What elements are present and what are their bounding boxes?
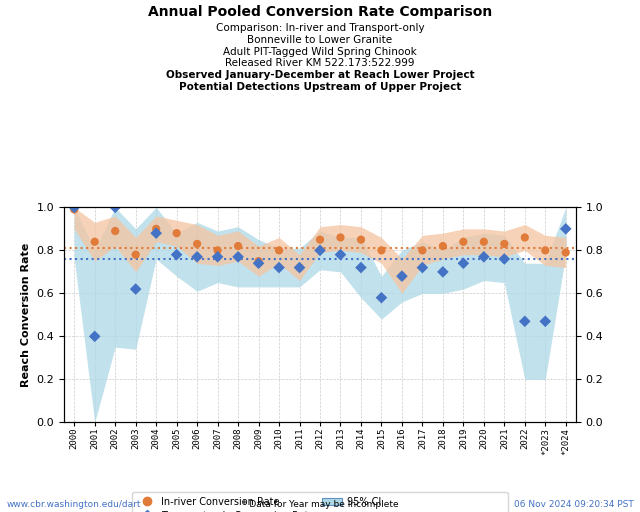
Point [253, 257, 264, 265]
Point [479, 238, 489, 246]
Point [561, 225, 571, 233]
Text: 06 Nov 2024 09:20:34 PST: 06 Nov 2024 09:20:34 PST [514, 500, 634, 509]
Point [110, 227, 120, 235]
Point [376, 246, 387, 254]
Text: * Data for Year may be Incomplete: * Data for Year may be Incomplete [242, 500, 398, 509]
Point [172, 229, 182, 237]
Point [253, 259, 264, 267]
Point [233, 242, 243, 250]
Point [458, 238, 468, 246]
Point [417, 264, 428, 272]
Point [192, 240, 202, 248]
Point [479, 253, 489, 261]
Point [151, 225, 161, 233]
Point [397, 272, 407, 280]
Point [438, 242, 448, 250]
Text: Released River KM 522.173:522.999: Released River KM 522.173:522.999 [225, 58, 415, 69]
Point [90, 332, 100, 340]
Point [212, 246, 223, 254]
Point [499, 255, 509, 263]
Point [90, 238, 100, 246]
Point [335, 250, 346, 259]
Point [69, 203, 79, 211]
Point [520, 317, 530, 326]
Point [520, 233, 530, 242]
Point [294, 264, 305, 272]
Y-axis label: Reach Conversion Rate: Reach Conversion Rate [21, 243, 31, 387]
Point [110, 203, 120, 211]
Point [376, 293, 387, 302]
Point [356, 264, 366, 272]
Point [561, 248, 571, 257]
Point [69, 205, 79, 214]
Point [540, 317, 550, 326]
Legend: In-river Conversion Rate, Transport-only Conversion Rate, 95% CI, 95% CI, In-riv: In-river Conversion Rate, Transport-only… [132, 492, 508, 512]
Point [315, 246, 325, 254]
Point [356, 236, 366, 244]
Point [274, 246, 284, 254]
Point [397, 272, 407, 280]
Text: Comparison: In-river and Transport-only: Comparison: In-river and Transport-only [216, 23, 424, 33]
Point [131, 250, 141, 259]
Point [335, 233, 346, 242]
Point [499, 240, 509, 248]
Point [131, 285, 141, 293]
Point [212, 253, 223, 261]
Point [151, 229, 161, 237]
Point [417, 246, 428, 254]
Point [172, 250, 182, 259]
Text: Potential Detections Upstream of Upper Project: Potential Detections Upstream of Upper P… [179, 82, 461, 92]
Text: Adult PIT-Tagged Wild Spring Chinook: Adult PIT-Tagged Wild Spring Chinook [223, 47, 417, 57]
Point [294, 264, 305, 272]
Point [540, 246, 550, 254]
Point [458, 259, 468, 267]
Text: Observed January-December at Reach Lower Project: Observed January-December at Reach Lower… [166, 70, 474, 80]
Point [274, 264, 284, 272]
Point [233, 253, 243, 261]
Text: Annual Pooled Conversion Rate Comparison: Annual Pooled Conversion Rate Comparison [148, 5, 492, 19]
Point [438, 268, 448, 276]
Point [192, 253, 202, 261]
Point [315, 236, 325, 244]
Text: www.cbr.washington.edu/dart: www.cbr.washington.edu/dart [6, 500, 141, 509]
Text: Bonneville to Lower Granite: Bonneville to Lower Granite [248, 35, 392, 45]
